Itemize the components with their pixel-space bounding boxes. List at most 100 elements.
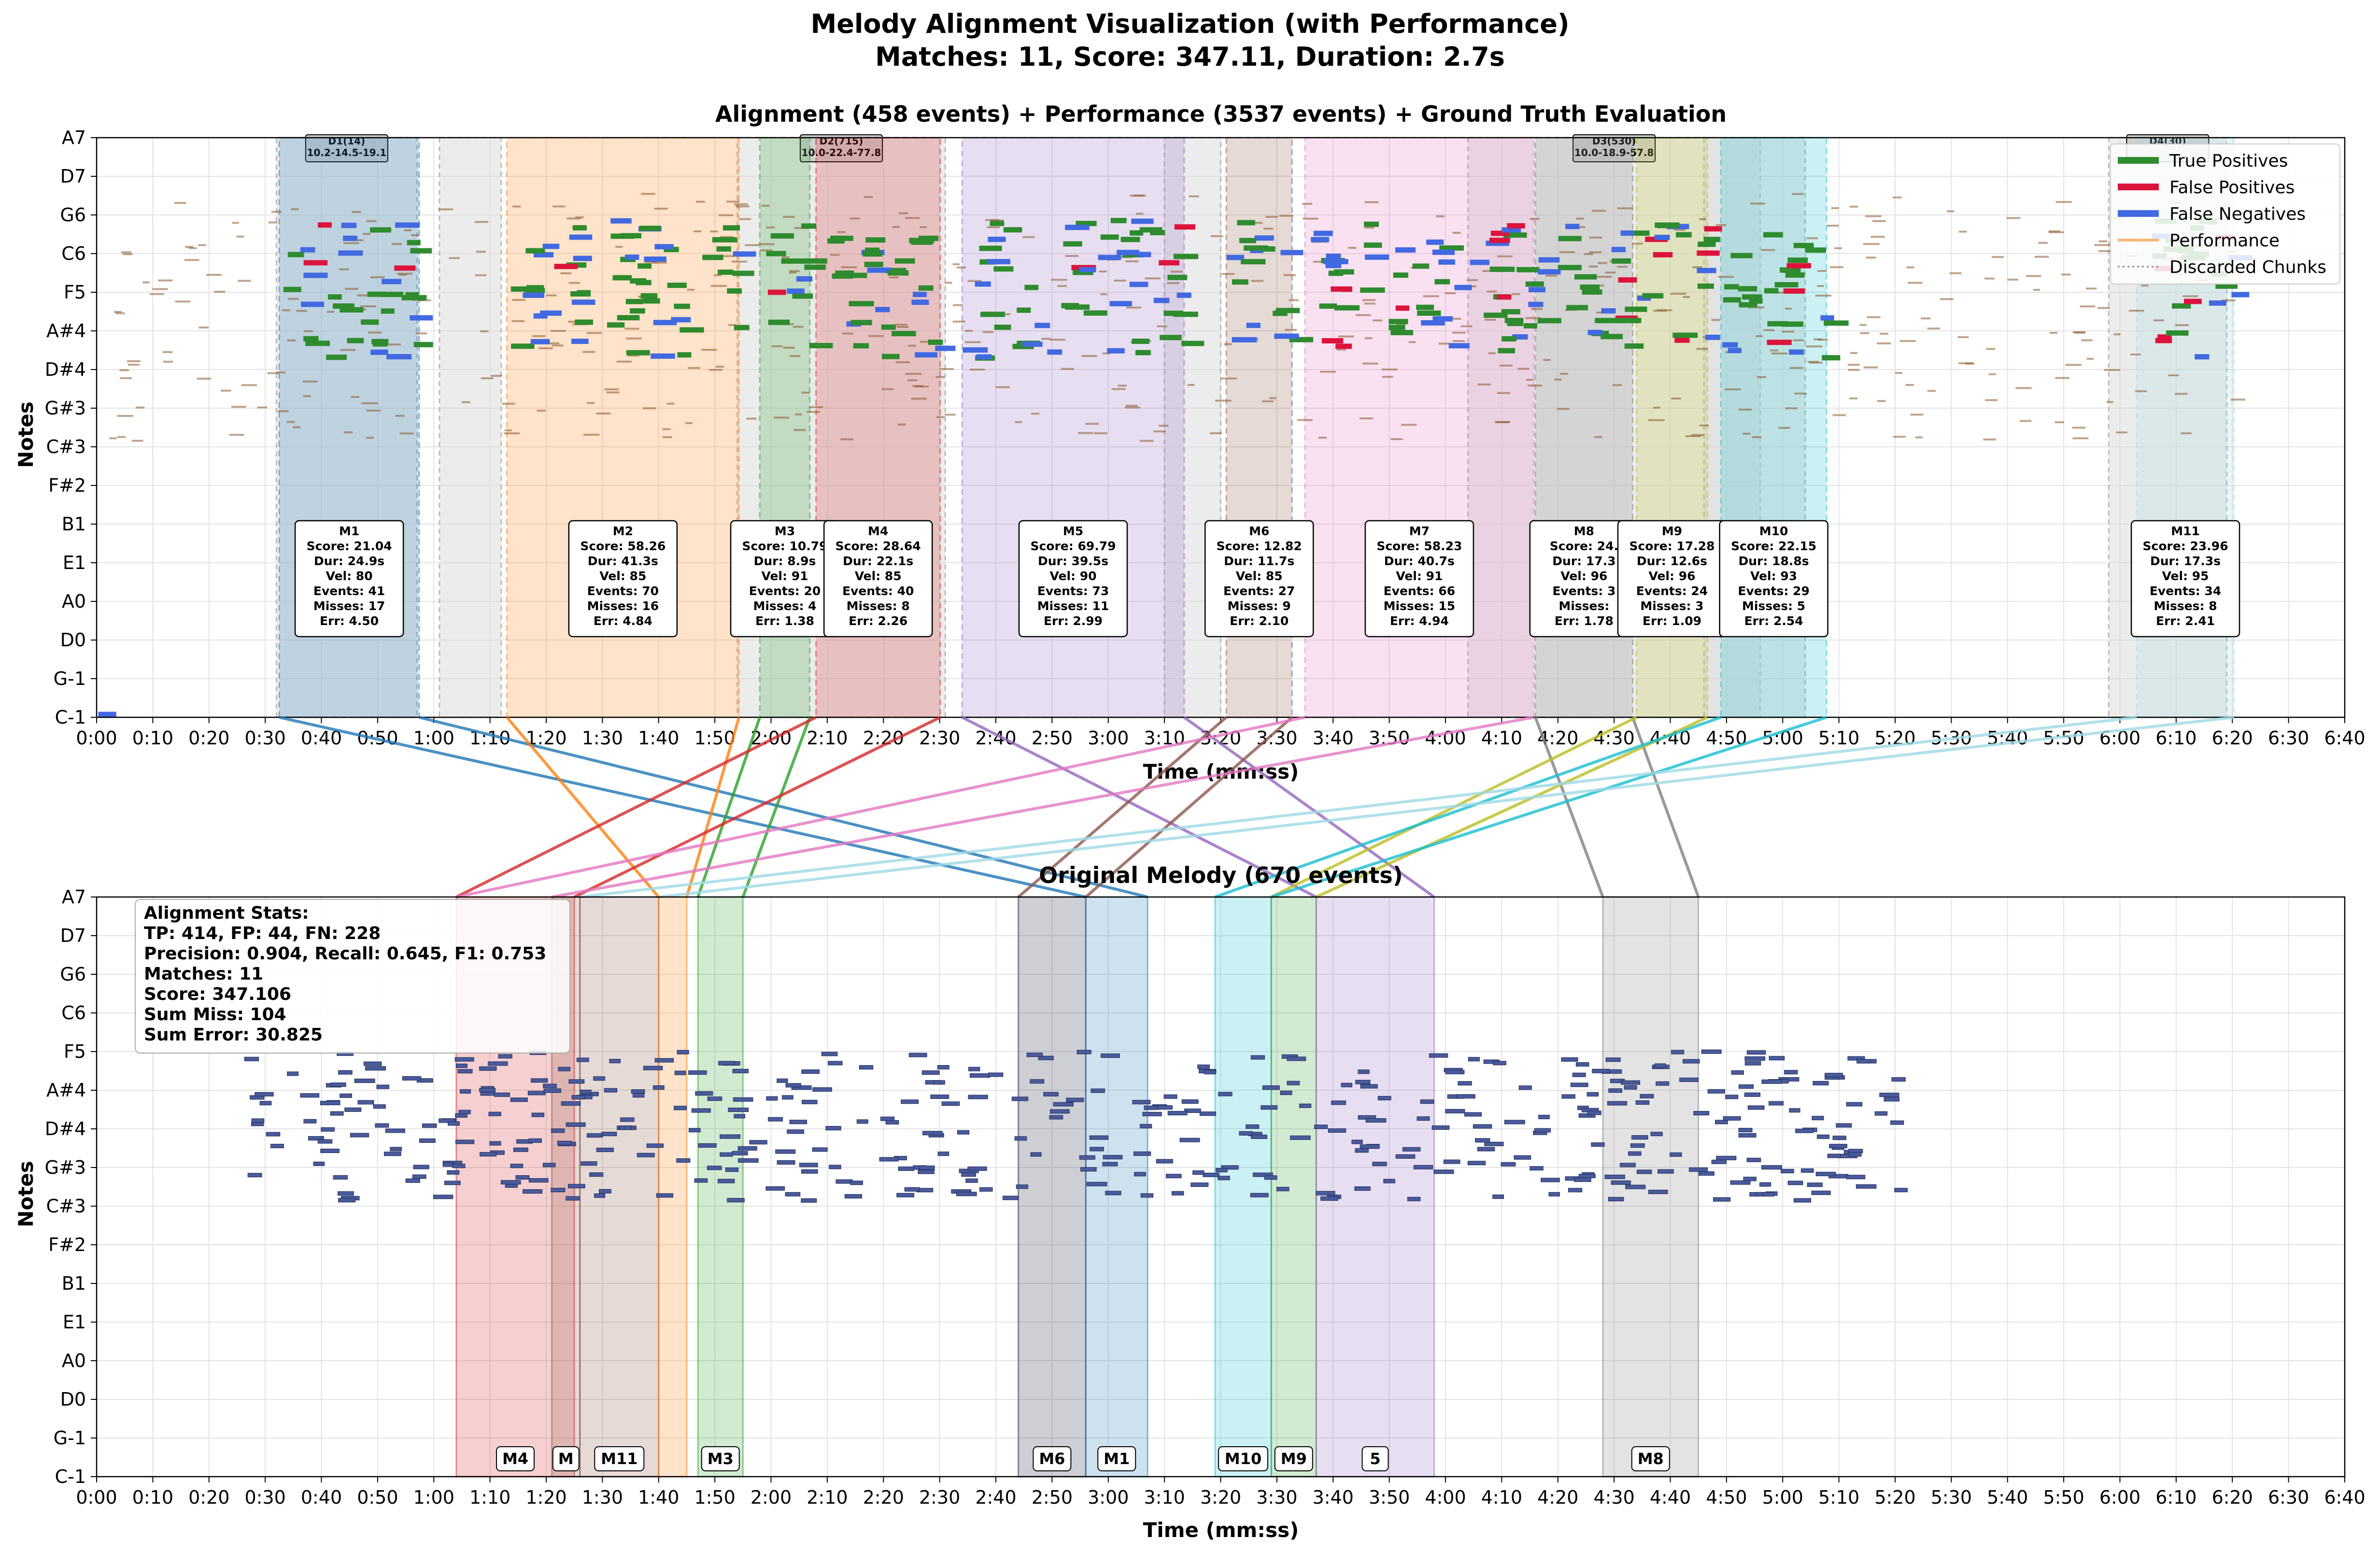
original-note xyxy=(455,1139,475,1144)
original-note xyxy=(698,1143,717,1148)
original-note xyxy=(568,1184,585,1189)
original-note xyxy=(330,1082,346,1087)
original-note xyxy=(1016,1184,1028,1189)
original-note xyxy=(1744,1092,1761,1097)
match-stats-line: Err: 1.78 xyxy=(1555,614,1614,628)
top-x-tick-label: 3:40 xyxy=(1313,727,1354,749)
original-note xyxy=(674,1070,686,1075)
original-note xyxy=(785,1083,801,1088)
original-note xyxy=(580,1089,592,1094)
original-match-label: M8 xyxy=(1638,1450,1664,1468)
original-note xyxy=(631,1089,645,1094)
match-stats-line: Misses: 17 xyxy=(313,599,385,613)
original-note xyxy=(937,1065,949,1069)
top-x-tick-label: 3:00 xyxy=(1088,727,1129,749)
original-note xyxy=(587,1133,603,1138)
original-note xyxy=(561,1101,581,1106)
original-note xyxy=(1316,1191,1335,1196)
original-note xyxy=(510,1164,524,1168)
original-note xyxy=(979,1187,993,1192)
original-match-label-box xyxy=(1361,1446,1389,1471)
original-note xyxy=(1625,1184,1646,1189)
original-note xyxy=(885,1120,899,1125)
match-stats-line: Dur: 11.7s xyxy=(1224,554,1294,568)
original-note xyxy=(454,1057,474,1062)
original-note xyxy=(1534,1128,1551,1133)
original-note xyxy=(1360,1084,1378,1089)
original-note xyxy=(1253,1172,1273,1177)
original-note xyxy=(313,1161,325,1166)
original-note xyxy=(821,1052,838,1056)
bottom-x-tick-label: 0:00 xyxy=(76,1487,117,1508)
original-note xyxy=(1383,1179,1395,1183)
match-stats-line: Events: 27 xyxy=(1223,584,1295,598)
original-note xyxy=(1825,1073,1843,1078)
match-stats-line: Err: 1.09 xyxy=(1643,614,1701,628)
original-note xyxy=(1587,1092,1599,1096)
top-x-tick-label: 1:50 xyxy=(694,727,735,749)
original-note xyxy=(1179,1138,1200,1142)
match-stats-id: M11 xyxy=(2171,524,2200,538)
match-stats-line: Events: 40 xyxy=(842,584,914,598)
original-match-region xyxy=(1270,896,1317,1478)
original-note xyxy=(968,1067,980,1071)
original-note xyxy=(1879,1093,1899,1097)
original-note xyxy=(1239,1131,1253,1136)
original-note xyxy=(1683,1059,1700,1064)
original-note xyxy=(956,1192,977,1196)
bottom-x-tick-label: 2:00 xyxy=(751,1487,792,1508)
bottom-x-tick-label: 4:50 xyxy=(1706,1487,1747,1508)
match-stats-box xyxy=(1204,520,1314,638)
original-note xyxy=(266,1132,281,1137)
top-x-tick-label: 0:00 xyxy=(76,727,117,749)
match-stats-line: Vel: 91 xyxy=(1396,569,1443,583)
original-note xyxy=(777,1160,795,1165)
original-note xyxy=(1287,1056,1306,1061)
top-x-tick-label: 4:30 xyxy=(1593,727,1634,749)
original-note xyxy=(829,1165,841,1169)
original-note xyxy=(859,1065,874,1070)
match-stats-line: Vel: 85 xyxy=(855,569,902,583)
original-note xyxy=(941,1101,960,1106)
original-note xyxy=(1738,1133,1757,1138)
match-stats-box xyxy=(2130,520,2240,638)
original-note xyxy=(1355,1148,1369,1153)
original-note xyxy=(1856,1059,1871,1064)
match-stats-line: Err: 2.26 xyxy=(849,614,907,628)
top-y-tick-label: G-1 xyxy=(54,668,86,689)
original-note xyxy=(1738,1128,1753,1133)
original-match-label: M9 xyxy=(1281,1450,1307,1468)
connector-line xyxy=(961,716,1317,898)
bottom-x-tick-label: 0:50 xyxy=(357,1487,398,1508)
original-note xyxy=(255,1092,274,1096)
original-note xyxy=(384,1152,401,1156)
original-note xyxy=(825,1126,841,1131)
original-note xyxy=(576,1057,589,1062)
original-note xyxy=(1620,1163,1636,1168)
original-note xyxy=(308,1136,325,1141)
bottom-x-tick-label: 0:10 xyxy=(132,1487,173,1508)
original-note xyxy=(1079,1155,1095,1160)
original-note xyxy=(1181,1099,1199,1104)
original-match-region xyxy=(658,896,688,1478)
bottom-x-tick-label: 6:40 xyxy=(2324,1487,2365,1508)
original-match-label: 5 xyxy=(1370,1450,1380,1468)
connector-line xyxy=(1271,716,1827,898)
original-note xyxy=(1133,1151,1151,1156)
original-match-label-box xyxy=(1033,1446,1072,1471)
original-note xyxy=(527,1091,546,1096)
connector-line xyxy=(580,716,2137,898)
original-note xyxy=(571,1095,585,1100)
original-note xyxy=(768,1117,783,1122)
original-note xyxy=(1807,1182,1823,1187)
original-note xyxy=(1043,1092,1059,1096)
match-stats-line: Score: 58.26 xyxy=(580,539,666,553)
match-stats-line: Events: 24 xyxy=(1636,584,1708,598)
bottom-y-tick-label: D0 xyxy=(60,1389,86,1410)
original-note xyxy=(1561,1094,1575,1099)
original-note xyxy=(1518,1085,1532,1090)
match-stats-id: M7 xyxy=(1409,524,1430,538)
original-note xyxy=(1221,1165,1239,1170)
match-stats-line: Score: 12.82 xyxy=(1217,539,1302,553)
original-note xyxy=(551,1128,565,1133)
